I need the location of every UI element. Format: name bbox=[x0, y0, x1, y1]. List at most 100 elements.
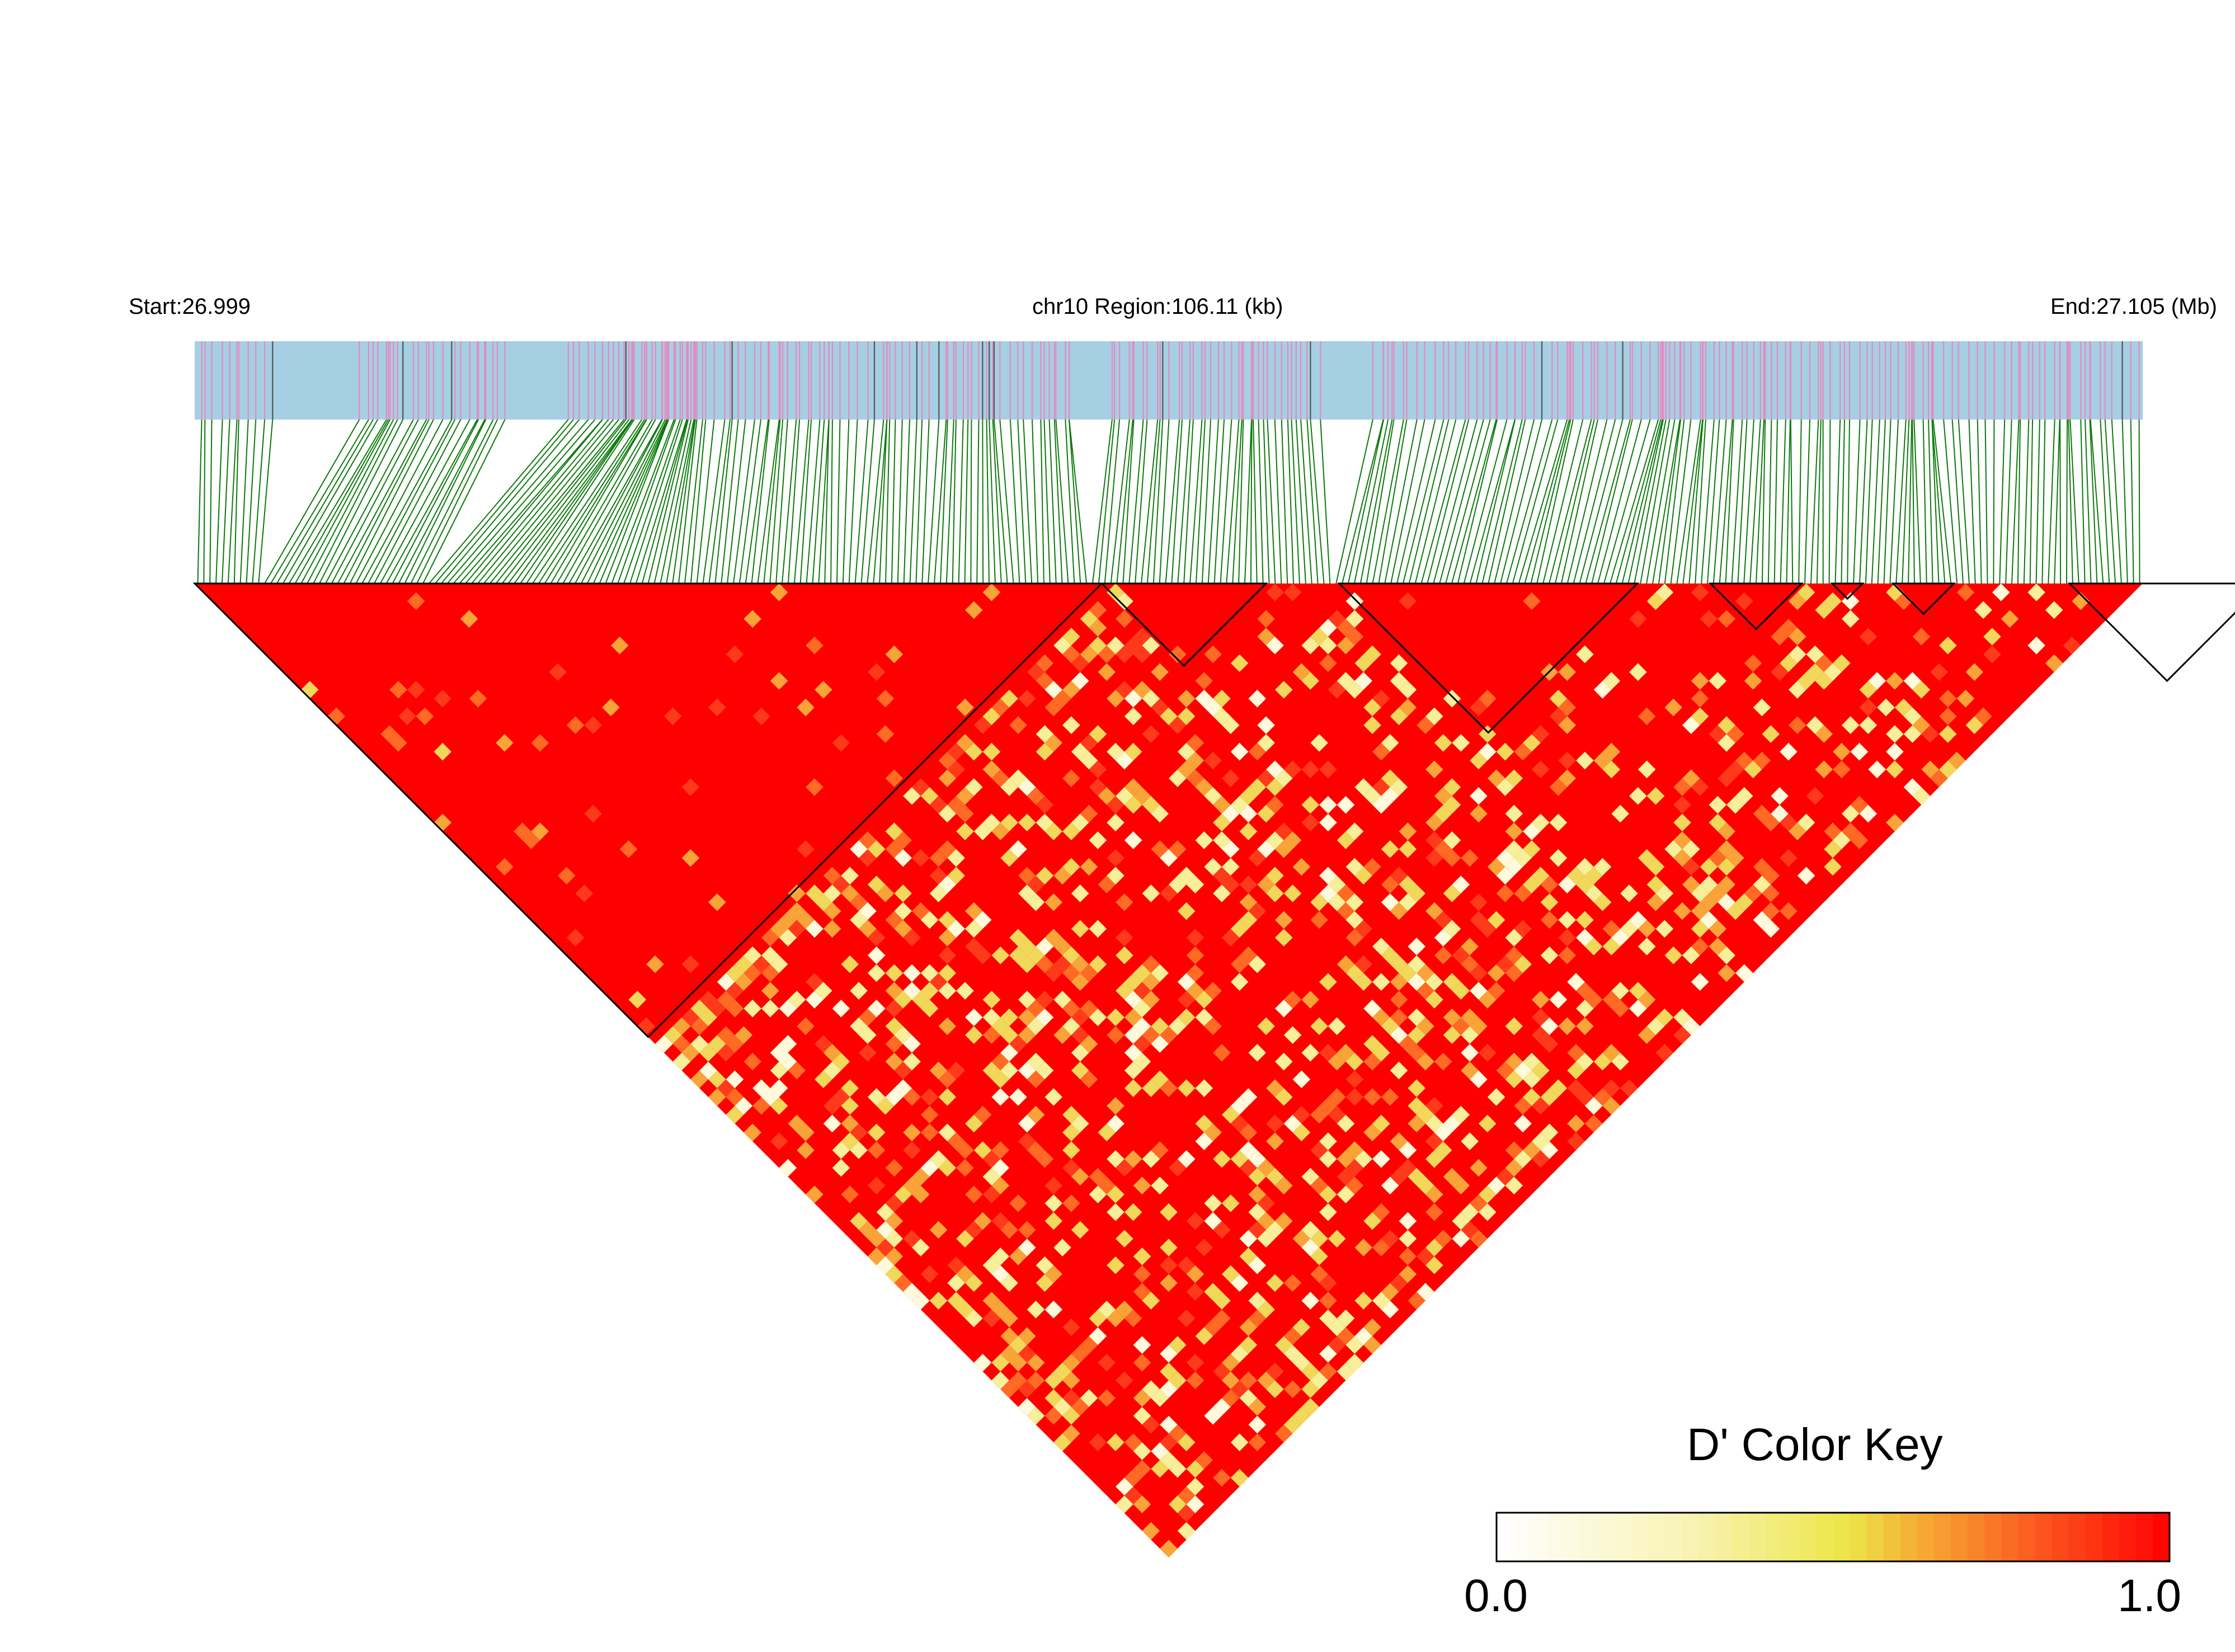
ld-cell bbox=[912, 778, 930, 796]
ld-cell bbox=[1107, 813, 1124, 832]
ld-cell bbox=[1576, 929, 1594, 947]
ld-cell bbox=[912, 1292, 930, 1310]
ld-cell bbox=[1230, 1114, 1249, 1133]
ld-cell bbox=[1478, 689, 1497, 708]
ld-cell bbox=[531, 822, 549, 840]
ld-cell bbox=[1797, 583, 1815, 601]
ld-cell bbox=[938, 929, 957, 947]
ld-cell bbox=[1408, 955, 1425, 973]
snp-connector bbox=[1798, 419, 1802, 584]
ld-cell bbox=[1186, 1283, 1204, 1301]
ld-cell bbox=[1452, 1105, 1470, 1124]
ld-cell bbox=[1337, 796, 1355, 814]
ld-cell bbox=[1248, 1168, 1267, 1186]
haplotype-block-outline bbox=[192, 582, 1104, 1038]
ld-cell bbox=[1753, 858, 1771, 876]
ld-cell bbox=[1470, 964, 1488, 982]
ld-cell bbox=[814, 982, 832, 1000]
ld-cell bbox=[1239, 804, 1258, 823]
snp-connector bbox=[1652, 419, 1681, 584]
snp-connector bbox=[1253, 419, 1258, 584]
ld-cell bbox=[1753, 876, 1771, 893]
ld-cell bbox=[1372, 1203, 1390, 1221]
ld-cell bbox=[1523, 734, 1541, 752]
ld-cell bbox=[1372, 796, 1390, 814]
ld-cell bbox=[1399, 840, 1417, 858]
ld-cell bbox=[1142, 1522, 1160, 1540]
snp-connector bbox=[392, 419, 479, 584]
ld-cell bbox=[1027, 946, 1045, 964]
snp-connector bbox=[215, 419, 223, 584]
ld-cell bbox=[1071, 813, 1089, 832]
snp-connector bbox=[885, 419, 891, 584]
snp-connector bbox=[1530, 419, 1571, 584]
ld-cell bbox=[867, 929, 886, 947]
ld-cell bbox=[1301, 1168, 1320, 1186]
ld-cell bbox=[947, 1274, 965, 1292]
ld-cell bbox=[1089, 1168, 1107, 1186]
ld-cell bbox=[1133, 1265, 1151, 1283]
ld-cell bbox=[1257, 734, 1275, 752]
ld-cell bbox=[920, 911, 939, 929]
ld-cell bbox=[973, 1212, 992, 1230]
ld-cell bbox=[1425, 1185, 1443, 1203]
ld-cell bbox=[929, 1150, 948, 1168]
ld-cell bbox=[1257, 610, 1275, 628]
ld-cell bbox=[1558, 1017, 1577, 1036]
ld-cell bbox=[1133, 1248, 1151, 1265]
ld-cell bbox=[1248, 902, 1267, 920]
ld-cell bbox=[1912, 787, 1931, 805]
ld-cell bbox=[1584, 991, 1603, 1009]
ld-cell bbox=[1044, 822, 1063, 840]
ld-cell bbox=[1230, 1433, 1249, 1452]
ld-cell bbox=[1531, 1026, 1550, 1044]
ld-cell bbox=[1062, 1318, 1080, 1336]
ld-cell bbox=[1133, 964, 1151, 982]
ld-cell bbox=[744, 999, 761, 1018]
ld-cell bbox=[1301, 672, 1320, 690]
snp-connector bbox=[1895, 419, 1907, 584]
ld-cell bbox=[876, 689, 895, 708]
ld-cell bbox=[779, 1035, 797, 1053]
ld-cell bbox=[1062, 1406, 1080, 1425]
ld-cell bbox=[1638, 760, 1656, 779]
ld-cell bbox=[1204, 982, 1222, 1000]
snp-connector bbox=[477, 419, 614, 584]
ld-cell bbox=[770, 955, 788, 973]
ld-cell bbox=[982, 1292, 1001, 1310]
snp-connector bbox=[1719, 419, 1733, 584]
ld-cell bbox=[1266, 867, 1284, 885]
ld-cell bbox=[1089, 1008, 1107, 1027]
ld-cell bbox=[1691, 583, 1709, 601]
snp-connector bbox=[337, 419, 427, 584]
ld-cell bbox=[1142, 1292, 1160, 1310]
snp-connector bbox=[1335, 419, 1373, 584]
ld-cell bbox=[1009, 1336, 1027, 1354]
snp-connector bbox=[1396, 419, 1436, 584]
ld-cell bbox=[1044, 1389, 1063, 1407]
ld-cell bbox=[938, 911, 957, 929]
ld-cell bbox=[1018, 813, 1036, 832]
ld-cell bbox=[1310, 1248, 1328, 1265]
ld-cell bbox=[1177, 1504, 1196, 1522]
ld-cell bbox=[1558, 751, 1577, 770]
snp-connector bbox=[1889, 419, 1899, 584]
ld-cell bbox=[1443, 884, 1461, 902]
snp-connector bbox=[897, 419, 903, 584]
ld-cell bbox=[973, 946, 992, 964]
ld-cell bbox=[1098, 1176, 1116, 1195]
ld-cell bbox=[1408, 884, 1425, 902]
ld-cell bbox=[929, 849, 948, 867]
snp-connector bbox=[300, 419, 391, 584]
ld-cell bbox=[1540, 1017, 1559, 1036]
snp-connector bbox=[1128, 419, 1144, 584]
ld-cell bbox=[1337, 619, 1355, 637]
ld-cell bbox=[1452, 1017, 1470, 1036]
ld-cell bbox=[832, 999, 850, 1018]
snp-connector bbox=[1053, 419, 1063, 584]
ld-cell bbox=[1638, 707, 1656, 726]
ld-cell bbox=[1186, 929, 1204, 947]
ld-cell bbox=[1381, 787, 1399, 805]
ld-cell bbox=[1337, 1309, 1355, 1328]
